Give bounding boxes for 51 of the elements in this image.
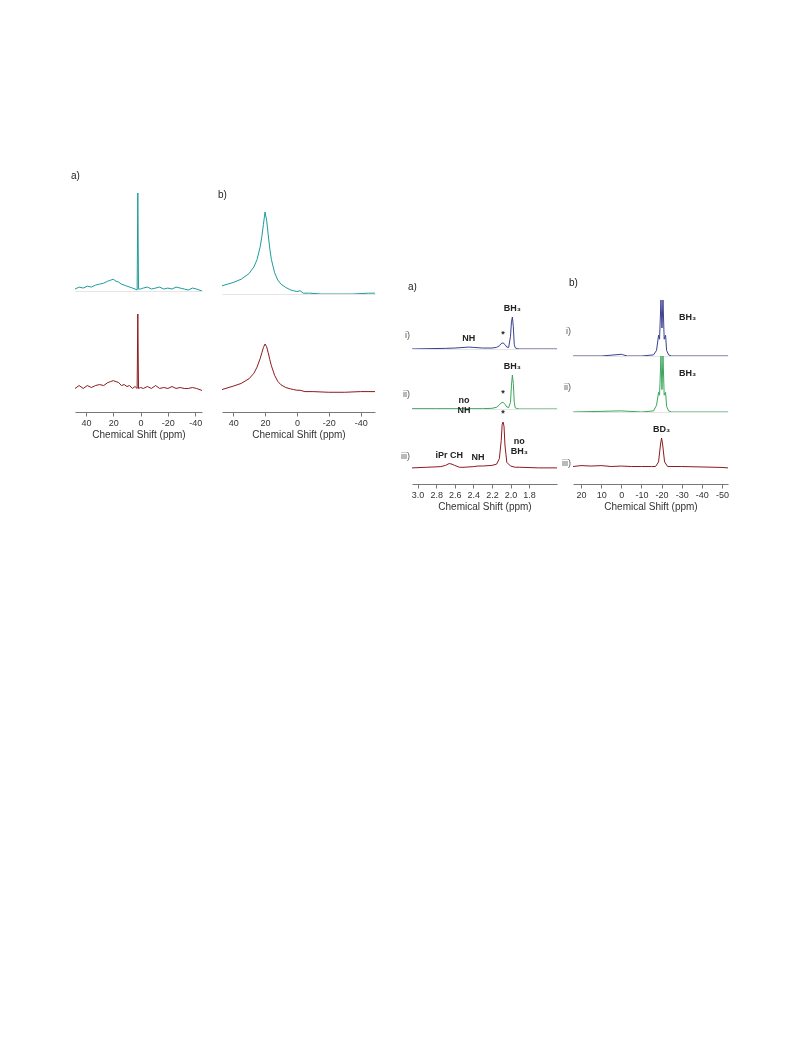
x-tick-label: 3.0 [411,489,425,500]
x-tick-label: 20 [576,489,587,500]
x-tick-label: -40 [354,417,368,428]
annotation: BD₃ [652,424,671,434]
x-tick-label: 2.6 [449,489,462,500]
x-tick-label: 20 [108,417,119,428]
text: i) [566,325,571,336]
annotation: BH₃ [503,361,521,371]
text: iii) [401,451,410,462]
x-axis-title: Chemical Shift (ppm) [92,428,186,440]
annotation: * [501,328,506,339]
x-tick-label: 2.0 [504,489,518,500]
x-tick-label: -10 [635,489,649,500]
annotation: iPr CH [435,449,463,460]
x-tick-label: -20 [322,417,336,428]
text: i) [405,329,410,340]
text: ii) [564,381,571,392]
x-axis-title: Chemical Shift (ppm) [438,500,532,512]
annotation: BH₃ [679,367,697,378]
chart-title: b) [218,189,227,200]
chart-title: a) [408,281,417,292]
x-tick-label: -20 [161,417,175,428]
annotation: no BH₃ [510,435,528,456]
x-axis-title: Chemical Shift (ppm) [252,428,346,440]
annotation: * [501,388,506,399]
x-tick-label: -40 [189,417,203,428]
x-tick-label: 0 [294,417,300,428]
x-tick-label: -30 [675,489,689,500]
x-axis-title: Chemical Shift (ppm) [604,500,698,512]
x-tick-label: 2.8 [430,489,443,500]
x-tick-label: 0 [619,489,625,500]
annotation: NH [462,333,476,344]
x-tick-label: 1.8 [523,489,536,500]
x-tick-label: 2.2 [486,489,499,500]
annotation: * [501,408,506,418]
x-tick-label: -40 [695,489,709,500]
x-tick-label: 40 [81,417,92,428]
x-tick-label: 2.4 [467,489,481,500]
chart-title: b) [569,277,578,288]
annotation: NH [471,452,485,463]
x-tick-label: -50 [715,489,729,500]
x-tick-label: 20 [260,417,271,428]
x-tick-label: -20 [655,489,669,500]
x-tick-label: 10 [596,489,607,500]
x-tick-label: 40 [228,417,239,428]
text: iii) [562,458,571,469]
annotation: BH₃ [679,311,697,322]
chart-title: a) [71,170,80,181]
annotation: BH₃ [503,303,521,313]
text: ii) [403,388,410,399]
x-tick-label: 0 [138,417,144,428]
